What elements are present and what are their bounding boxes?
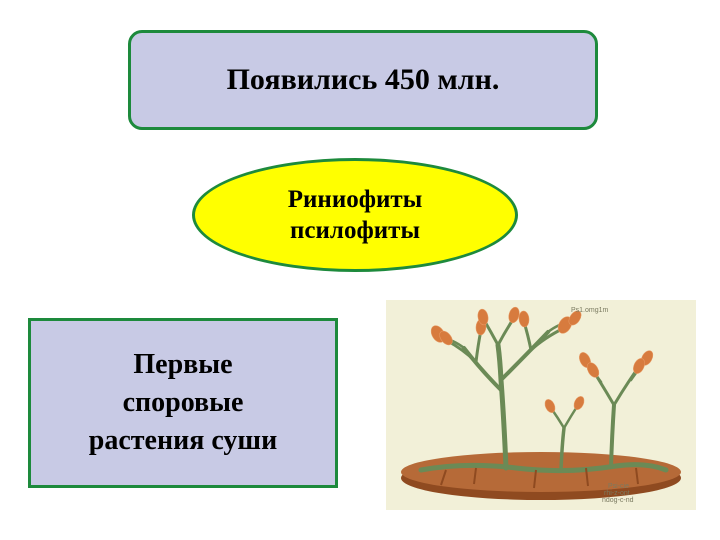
illus-bottom-label-1: Psi-cie bbox=[608, 483, 629, 490]
illus-top-label: Ps1.omg1m bbox=[571, 307, 609, 314]
desc-line-3: растения суши bbox=[89, 425, 277, 456]
desc-line-1: Первые bbox=[133, 349, 232, 380]
illus-bottom-label-2: rhi-z-ont bbox=[604, 490, 630, 497]
plant-svg: Ps1.omg1m Psi-cie rhi-z-ont ndog-c-nd bbox=[386, 300, 696, 510]
description-box: Первые споровые растения суши bbox=[28, 318, 338, 488]
illus-bottom-label-3: ndog-c-nd bbox=[602, 497, 634, 504]
ellipse-line-2: псилофиты bbox=[290, 217, 420, 244]
appeared-fact-box: Появились 450 млн. bbox=[128, 30, 598, 130]
ellipse-line-1: Риниофиты bbox=[288, 186, 423, 213]
rhyniophyte-illustration: Ps1.omg1m Psi-cie rhi-z-ont ndog-c-nd bbox=[386, 300, 696, 510]
plant-names-ellipse: Риниофиты псилофиты bbox=[192, 158, 518, 272]
description-text: Первые споровые растения суши bbox=[89, 346, 277, 459]
plant-names-text: Риниофиты псилофиты bbox=[288, 184, 423, 247]
appeared-fact-text: Появились 450 млн. bbox=[227, 63, 500, 97]
desc-line-2: споровые bbox=[123, 387, 244, 418]
